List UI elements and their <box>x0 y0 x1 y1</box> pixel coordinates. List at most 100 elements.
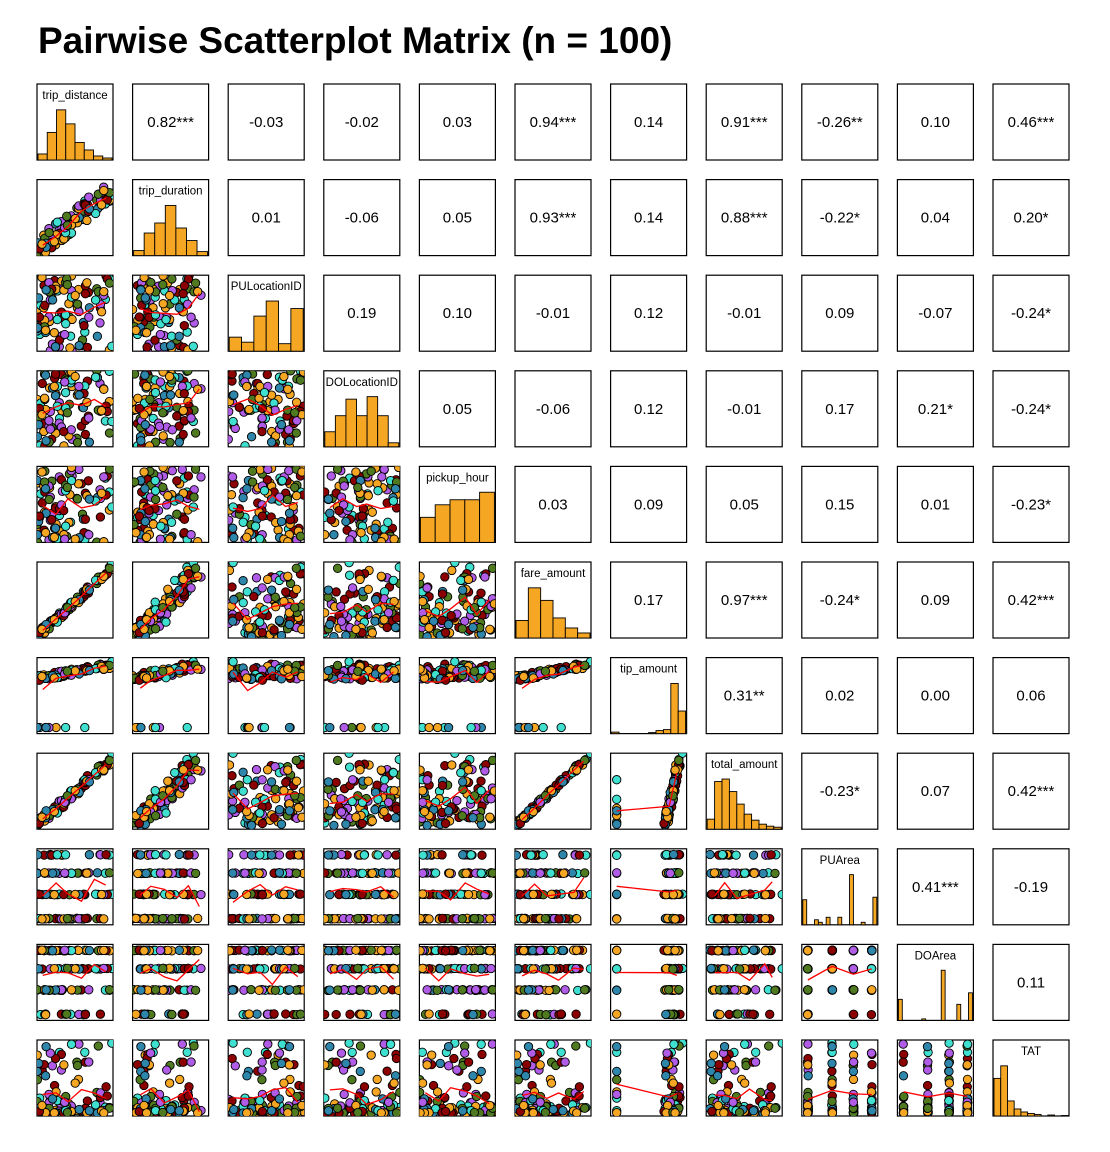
scatter-point <box>84 312 94 322</box>
scatter-point <box>357 511 367 521</box>
scatter-point <box>92 331 103 341</box>
scatter-point <box>193 537 203 543</box>
scatter-point <box>281 1009 291 1019</box>
scatter-point <box>295 531 305 541</box>
hist-bar <box>802 899 808 926</box>
scatter-point <box>370 805 380 815</box>
scatter-point <box>450 657 460 667</box>
scatter-point <box>133 868 143 879</box>
scatter-point <box>60 850 71 860</box>
scatter-point <box>391 850 400 860</box>
scatter-point <box>255 534 265 543</box>
panel-frame <box>705 465 783 543</box>
scatter-point <box>390 813 400 823</box>
scatter-point <box>535 945 545 956</box>
smoother-line <box>425 596 490 618</box>
scatter-point <box>388 768 399 778</box>
correlation-label: 0.06 <box>1016 688 1045 705</box>
scatter-point <box>713 914 723 924</box>
scatter-point <box>101 850 111 860</box>
smoother-line <box>139 576 200 630</box>
smoother-line <box>139 668 200 689</box>
scatter-point <box>419 571 425 581</box>
scatter-point <box>585 889 591 900</box>
smoother-line <box>616 885 677 893</box>
scatter-point <box>323 585 334 595</box>
scatter-point <box>107 502 113 512</box>
hist-bar <box>728 791 738 830</box>
scatter-point <box>291 868 301 878</box>
scatter-point <box>713 946 723 956</box>
scatter-point <box>166 517 177 527</box>
scatter-point <box>283 945 293 955</box>
scatter-point <box>184 850 194 860</box>
scatter-point <box>82 868 92 878</box>
scatter-point <box>193 913 203 924</box>
panel-frame <box>801 848 879 926</box>
scatter-point <box>228 753 238 758</box>
scatter-point <box>174 849 184 860</box>
scatter-point <box>665 868 675 878</box>
panel-frame <box>705 179 783 257</box>
scatter-point <box>242 587 252 597</box>
scatter-point <box>144 285 155 295</box>
scatter-point <box>72 437 83 447</box>
scatter-point <box>556 1009 566 1019</box>
scatter-point <box>40 325 51 335</box>
scatter-point <box>104 985 113 995</box>
scatter-point <box>84 413 94 423</box>
hist-bar <box>765 825 775 830</box>
scatter-point <box>158 913 168 924</box>
scatter-point <box>282 494 293 505</box>
scatter-point <box>84 985 94 995</box>
scatter-point <box>186 312 196 322</box>
scatter-point <box>262 765 273 775</box>
scatter-point <box>355 985 365 995</box>
scatter-point <box>419 946 425 956</box>
scatter-point <box>84 1057 94 1067</box>
scatter-point <box>485 946 495 956</box>
panel-pulocationid-vs-fare-amount: -0.01 <box>514 274 592 352</box>
correlation-label: -0.19 <box>1014 879 1048 896</box>
panel-dolocationid-vs-trip-distance <box>36 370 114 448</box>
scatter-point <box>62 280 73 290</box>
scatter-point <box>104 370 113 376</box>
scatter-point <box>284 722 295 733</box>
correlation-label: 0.05 <box>730 496 759 513</box>
scatter-point <box>540 666 551 676</box>
correlation-label: 0.07 <box>921 783 950 800</box>
panel-frame <box>705 370 783 448</box>
scatter-point <box>150 387 161 398</box>
scatter-point <box>323 487 330 497</box>
scatter-point <box>50 370 61 379</box>
scatter-point <box>612 964 622 974</box>
scatter-point <box>37 239 47 249</box>
panel-frame <box>514 848 592 926</box>
scatter-point <box>661 806 671 817</box>
scatter-point <box>276 420 287 430</box>
scatter-point <box>803 985 813 995</box>
scatter-point <box>389 889 399 900</box>
panel-total-amount-vs-pickup-hour <box>418 752 496 830</box>
scatter-point <box>66 425 76 435</box>
scatter-point <box>393 985 400 995</box>
scatter-point <box>132 528 141 538</box>
hist-bar <box>743 813 753 830</box>
scatter-point <box>154 421 165 432</box>
scatter-point <box>164 371 175 382</box>
scatter-point <box>37 812 47 822</box>
panel-trip-duration-vs-tat: 0.20* <box>992 179 1070 257</box>
scatter-point <box>80 722 90 733</box>
scatter-point <box>274 805 285 815</box>
scatter-point <box>466 722 476 733</box>
scatter-point <box>356 1009 366 1020</box>
scatter-point <box>719 985 730 995</box>
scatter-point <box>150 811 161 821</box>
panel-frame <box>323 848 401 926</box>
scatter-point <box>262 475 272 485</box>
scatter-point <box>150 597 160 607</box>
correlation-label: -0.24* <box>820 592 860 609</box>
hist-bar <box>154 222 166 257</box>
panel-trip-distance-vs-tip-amount: 0.14 <box>609 83 688 161</box>
scatter-point <box>186 530 196 540</box>
